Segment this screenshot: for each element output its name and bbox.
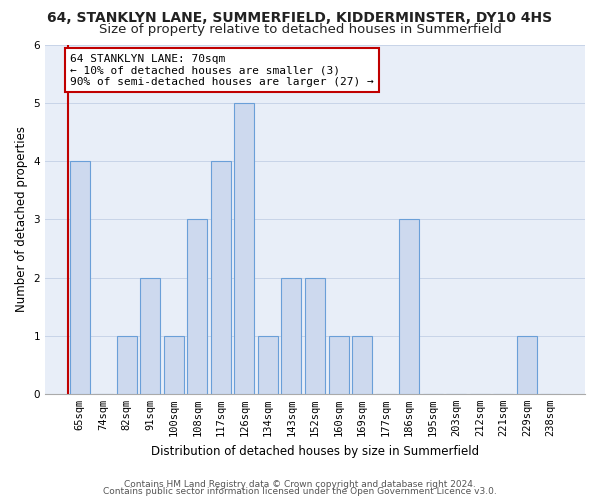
Bar — [352, 336, 372, 394]
Bar — [399, 220, 419, 394]
X-axis label: Distribution of detached houses by size in Summerfield: Distribution of detached houses by size … — [151, 444, 479, 458]
Text: 64 STANKLYN LANE: 70sqm
← 10% of detached houses are smaller (3)
90% of semi-det: 64 STANKLYN LANE: 70sqm ← 10% of detache… — [70, 54, 374, 87]
Bar — [258, 336, 278, 394]
Text: 64, STANKLYN LANE, SUMMERFIELD, KIDDERMINSTER, DY10 4HS: 64, STANKLYN LANE, SUMMERFIELD, KIDDERMI… — [47, 11, 553, 25]
Bar — [211, 162, 231, 394]
Bar — [305, 278, 325, 394]
Bar — [235, 103, 254, 394]
Bar — [187, 220, 208, 394]
Bar — [140, 278, 160, 394]
Y-axis label: Number of detached properties: Number of detached properties — [15, 126, 28, 312]
Bar — [281, 278, 301, 394]
Text: Contains HM Land Registry data © Crown copyright and database right 2024.: Contains HM Land Registry data © Crown c… — [124, 480, 476, 489]
Bar — [164, 336, 184, 394]
Text: Contains public sector information licensed under the Open Government Licence v3: Contains public sector information licen… — [103, 488, 497, 496]
Text: Size of property relative to detached houses in Summerfield: Size of property relative to detached ho… — [98, 22, 502, 36]
Bar — [116, 336, 137, 394]
Bar — [517, 336, 537, 394]
Bar — [70, 162, 89, 394]
Bar — [329, 336, 349, 394]
